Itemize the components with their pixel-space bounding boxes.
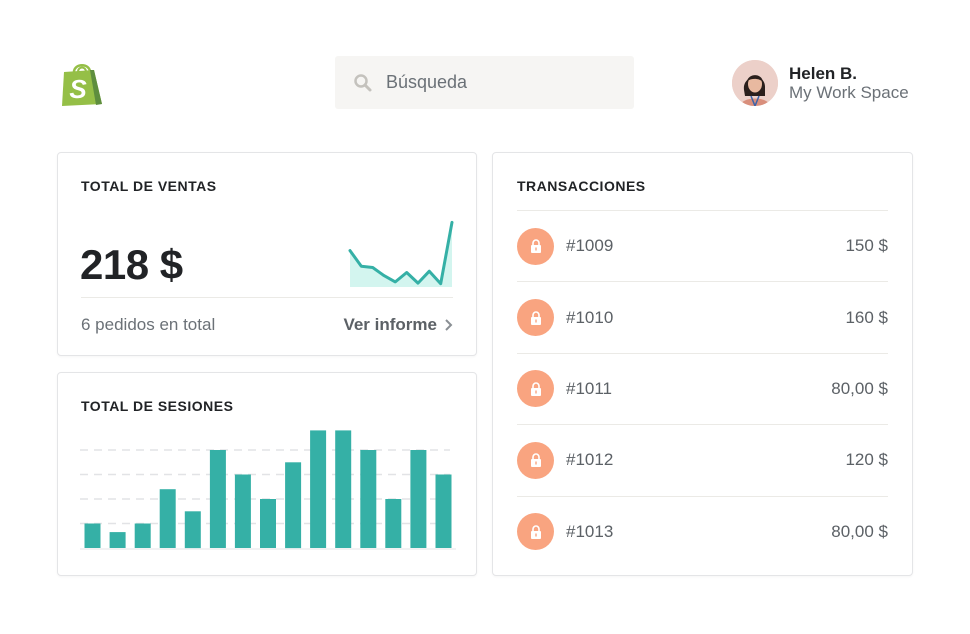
- transaction-amount: 80,00 $: [831, 521, 888, 541]
- transactions-card: TRANSACCIONES #1009 150 $ #1010 160 $ #1…: [492, 152, 913, 576]
- session-bar: [84, 523, 101, 548]
- avatar: [732, 60, 778, 106]
- transaction-amount: 80,00 $: [831, 378, 888, 398]
- user-name: Helen B.: [789, 64, 858, 83]
- workspace-name: My Work Space: [789, 83, 909, 102]
- sessions-card: TOTAL DE SESIONES: [57, 372, 477, 576]
- orders-count: 6 pedidos en total: [81, 315, 216, 334]
- view-report-label: Ver informe: [343, 315, 437, 334]
- search-input[interactable]: [386, 72, 616, 93]
- session-bar: [159, 489, 176, 548]
- chevron-right-icon: [445, 319, 453, 331]
- session-bar: [260, 499, 276, 548]
- transaction-amount: 150 $: [845, 236, 888, 256]
- user-menu[interactable]: Helen B. My Work Space: [732, 60, 909, 106]
- sales-amount: 218 $: [80, 241, 183, 288]
- divider: [81, 297, 453, 298]
- transaction-id: #1010: [566, 307, 614, 327]
- transaction-id: #1011: [566, 378, 613, 398]
- session-bar: [209, 450, 226, 548]
- session-bar: [385, 499, 402, 548]
- session-bar: [310, 430, 327, 548]
- search-icon: [354, 73, 372, 91]
- transactions-title: TRANSACCIONES: [517, 178, 646, 194]
- session-bar: [335, 430, 352, 548]
- lock-icon: [517, 513, 554, 551]
- svg-text:S: S: [69, 74, 87, 104]
- transaction-row[interactable]: #1011 80,00 $: [517, 352, 888, 424]
- lock-icon: [517, 370, 554, 408]
- view-report-link[interactable]: Ver informe: [343, 315, 453, 335]
- transaction-id: #1012: [566, 450, 614, 470]
- session-bar: [184, 511, 201, 549]
- lock-icon: [517, 299, 554, 337]
- transactions-list: #1009 150 $ #1010 160 $ #1011 80,00 $ #1…: [517, 210, 888, 567]
- sessions-title: TOTAL DE SESIONES: [81, 398, 234, 414]
- transaction-id: #1009: [566, 236, 614, 256]
- session-bar: [234, 474, 251, 548]
- shopify-logo[interactable]: S: [60, 58, 104, 108]
- sales-title: TOTAL DE VENTAS: [81, 178, 217, 194]
- session-bar: [134, 523, 151, 548]
- transaction-amount: 120 $: [845, 450, 888, 470]
- sales-card: TOTAL DE VENTAS 218 $ 6 pedidos en total…: [57, 152, 477, 356]
- session-bar: [109, 532, 126, 548]
- transaction-row[interactable]: #1010 160 $: [517, 281, 888, 352]
- transaction-id: #1013: [566, 521, 614, 541]
- sessions-bar-chart: [80, 430, 456, 550]
- session-bar: [285, 462, 302, 549]
- session-bar: [410, 450, 427, 548]
- session-bar: [435, 474, 452, 548]
- lock-icon: [517, 227, 554, 265]
- transaction-row[interactable]: #1012 120 $: [517, 424, 888, 495]
- transaction-row[interactable]: #1009 150 $: [517, 210, 888, 281]
- sales-sparkline: [348, 220, 454, 287]
- lock-icon: [517, 441, 554, 479]
- transaction-amount: 160 $: [845, 307, 888, 327]
- transaction-row[interactable]: #1013 80,00 $: [517, 495, 888, 567]
- search-bar[interactable]: [335, 56, 634, 109]
- session-bar: [360, 450, 377, 548]
